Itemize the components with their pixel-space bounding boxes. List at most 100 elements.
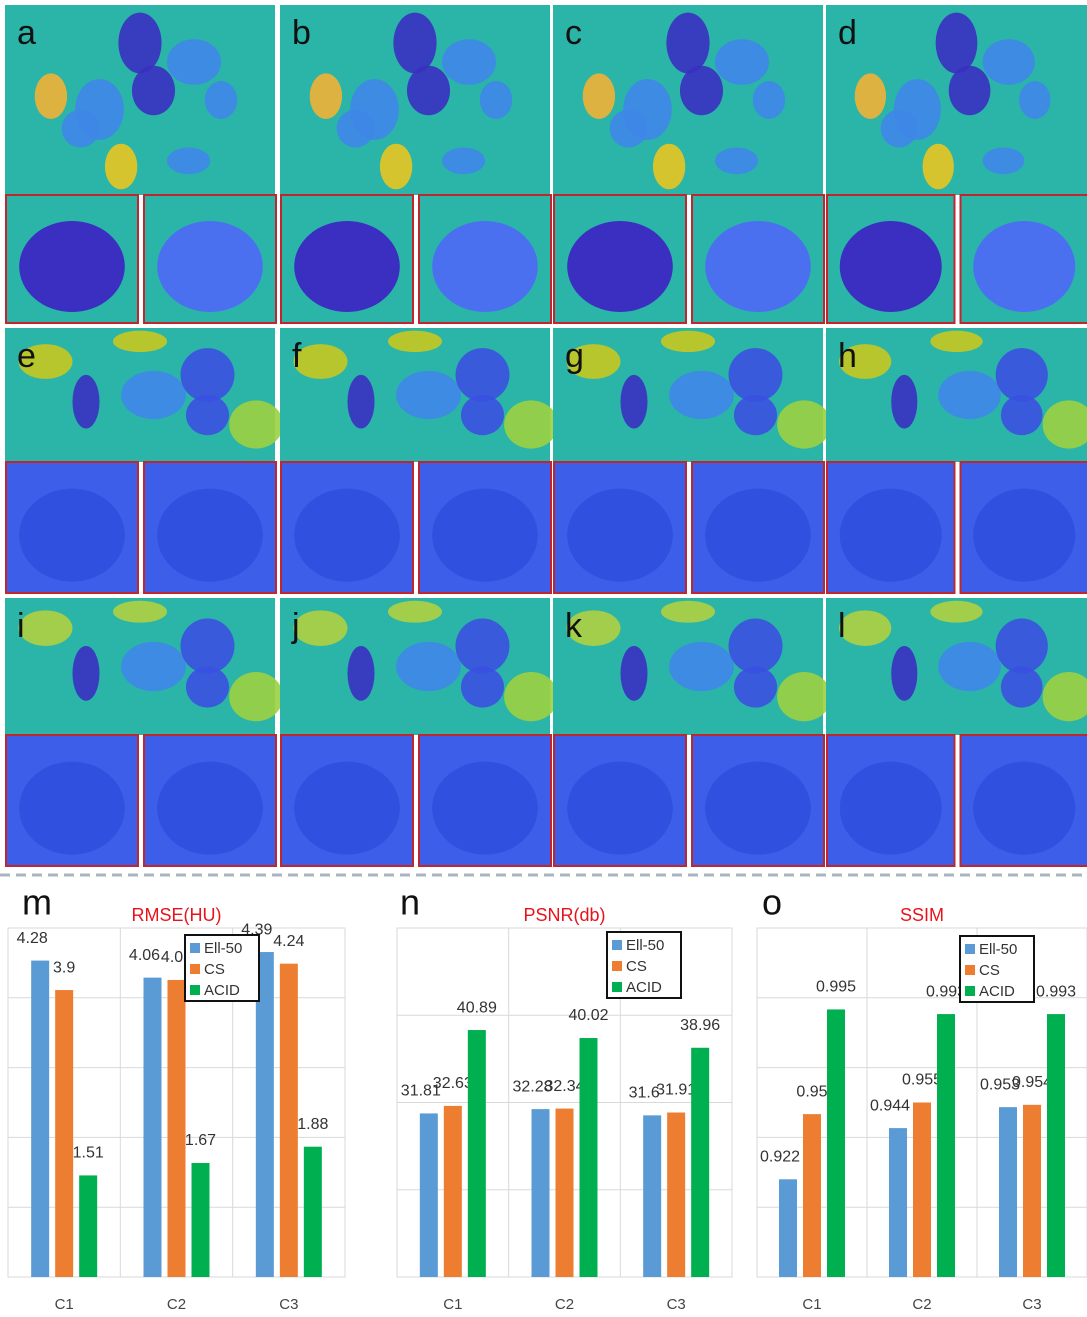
phantom-shape bbox=[930, 601, 982, 623]
x-tick-label: C3 bbox=[279, 1296, 298, 1313]
panel-label: c bbox=[565, 14, 582, 52]
phantom-shape bbox=[938, 642, 1001, 691]
phantom-shape bbox=[996, 619, 1048, 674]
panel-label: n bbox=[400, 882, 420, 923]
phantom-shape bbox=[73, 375, 100, 429]
zoom-shape bbox=[973, 762, 1075, 855]
bar bbox=[280, 964, 298, 1277]
legend-label: ACID bbox=[204, 982, 240, 999]
phantom-shape bbox=[113, 601, 167, 623]
bar bbox=[55, 990, 73, 1277]
phantom-shape bbox=[734, 395, 777, 435]
bar bbox=[444, 1106, 462, 1277]
legend-swatch bbox=[965, 986, 975, 996]
phantom-shape bbox=[181, 619, 235, 674]
phantom-shape bbox=[73, 646, 100, 701]
legend-label: CS bbox=[979, 962, 1000, 979]
panel-label: d bbox=[838, 14, 857, 52]
phantom-shape bbox=[396, 642, 461, 691]
phantom-shape bbox=[294, 344, 348, 379]
bar bbox=[192, 1163, 210, 1277]
phantom-shape bbox=[661, 601, 715, 623]
phantom-shape bbox=[621, 646, 648, 701]
x-tick-label: C1 bbox=[802, 1296, 821, 1313]
legend-swatch bbox=[965, 944, 975, 954]
x-tick-label: C2 bbox=[555, 1296, 574, 1313]
phantom-shape bbox=[186, 667, 229, 708]
phantom-shape bbox=[715, 39, 769, 85]
phantom-shape bbox=[181, 348, 235, 402]
x-tick-label: C3 bbox=[667, 1296, 686, 1313]
bar bbox=[1023, 1105, 1041, 1277]
zoom-shape bbox=[973, 489, 1075, 582]
phantom-shape bbox=[777, 672, 831, 721]
phantom-shape bbox=[669, 642, 734, 691]
panel-label: j bbox=[291, 607, 300, 645]
legend-label: Ell-50 bbox=[204, 940, 242, 957]
phantom-shape bbox=[229, 672, 283, 721]
phantom-shape bbox=[923, 144, 954, 190]
legend-swatch bbox=[965, 965, 975, 975]
value-label: 0.995 bbox=[816, 979, 856, 996]
phantom-shape bbox=[121, 642, 186, 691]
bar bbox=[420, 1113, 438, 1277]
value-label: 38.96 bbox=[680, 1017, 720, 1034]
bar bbox=[691, 1048, 709, 1277]
panel-label: l bbox=[838, 607, 846, 645]
value-label: 0.993 bbox=[1036, 983, 1076, 1000]
chart-title: RMSE(HU) bbox=[132, 905, 222, 925]
value-label: 40.89 bbox=[457, 999, 497, 1016]
bar bbox=[999, 1107, 1017, 1277]
phantom-shape bbox=[661, 331, 715, 352]
legend-swatch bbox=[190, 943, 200, 953]
panel-label: a bbox=[17, 14, 36, 52]
value-label: 32.63 bbox=[433, 1075, 473, 1092]
phantom-shape bbox=[186, 395, 229, 435]
phantom-shape bbox=[839, 610, 891, 646]
legend-label: Ell-50 bbox=[979, 941, 1017, 958]
phantom-shape bbox=[1001, 667, 1043, 708]
phantom-shape bbox=[396, 371, 461, 419]
panel-label: e bbox=[17, 337, 36, 375]
bar bbox=[803, 1114, 821, 1277]
bar bbox=[468, 1030, 486, 1277]
legend-label: ACID bbox=[979, 983, 1015, 1000]
phantom-shape bbox=[442, 148, 485, 175]
phantom-shape bbox=[891, 375, 917, 429]
panel-label: b bbox=[292, 14, 311, 52]
phantom-shape bbox=[388, 601, 442, 623]
phantom-shape bbox=[167, 39, 221, 85]
value-label: 4.06 bbox=[129, 947, 160, 964]
phantom-shape bbox=[118, 13, 161, 74]
phantom-shape bbox=[393, 13, 436, 74]
legend-label: ACID bbox=[626, 979, 662, 996]
phantom-shape bbox=[456, 619, 510, 674]
phantom-shape bbox=[936, 13, 978, 74]
x-tick-label: C3 bbox=[1022, 1296, 1041, 1313]
phantom-shape bbox=[19, 610, 73, 646]
bar bbox=[779, 1179, 797, 1277]
phantom-shape bbox=[881, 110, 918, 148]
bar bbox=[31, 961, 49, 1277]
phantom-shape bbox=[1019, 81, 1050, 119]
phantom-shape bbox=[310, 73, 342, 119]
phantom-shape bbox=[653, 144, 685, 190]
phantom-shape bbox=[348, 646, 375, 701]
figure: abcdefghijklC14.283.91.51C24.064.031.67C… bbox=[0, 0, 1087, 1317]
phantom-shape bbox=[930, 331, 982, 352]
phantom-shape bbox=[456, 348, 510, 402]
zoom-shape bbox=[294, 762, 400, 855]
phantom-shape bbox=[35, 73, 67, 119]
x-tick-label: C1 bbox=[55, 1296, 74, 1313]
bar bbox=[667, 1113, 685, 1277]
chart-title: SSIM bbox=[900, 905, 944, 925]
phantom-shape bbox=[461, 395, 504, 435]
bar bbox=[889, 1128, 907, 1277]
phantom-shape bbox=[62, 110, 100, 148]
chart-title: PSNR(db) bbox=[523, 905, 605, 925]
phantom-shape bbox=[729, 348, 783, 402]
value-label: 1.51 bbox=[73, 1145, 104, 1162]
phantom-shape bbox=[949, 66, 991, 115]
phantom-shape bbox=[337, 110, 375, 148]
bar bbox=[937, 1014, 955, 1277]
